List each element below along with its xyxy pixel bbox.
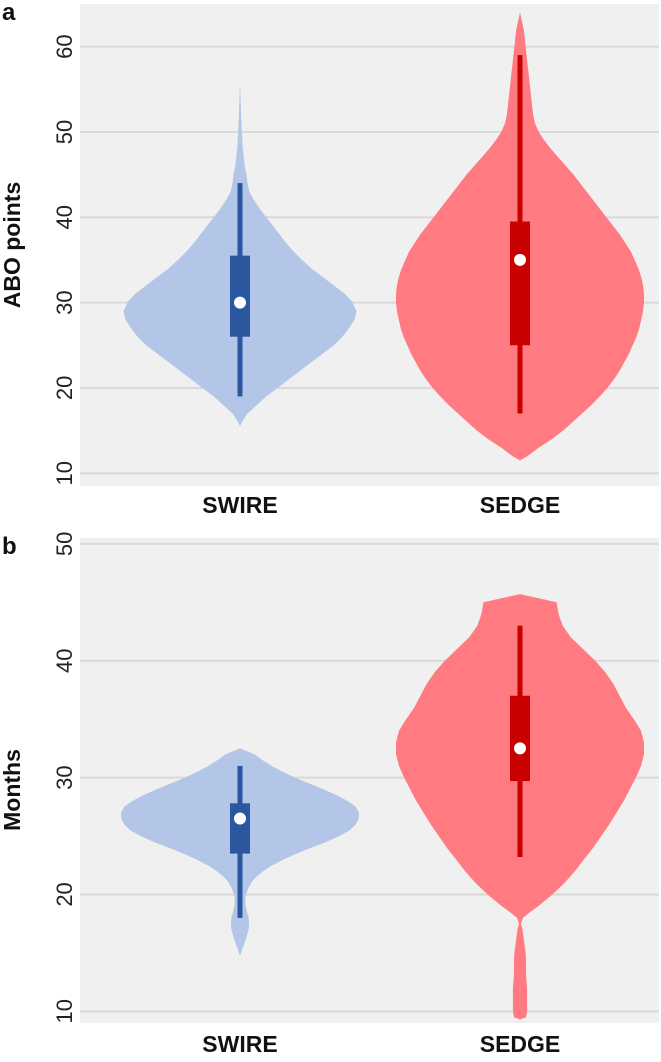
y-tick-label: 50 xyxy=(52,120,77,144)
iqr-box-swire xyxy=(230,803,250,854)
y-ticks-b: 10 20 30 40 50 xyxy=(52,532,77,1024)
y-tick-label: 60 xyxy=(52,34,77,58)
median-dot-sedge xyxy=(514,253,526,266)
x-category-label: SEDGE xyxy=(480,1031,561,1057)
median-dot-swire xyxy=(234,812,246,825)
panel-letter-a: a xyxy=(2,0,16,26)
x-categories-b: SWIRE SEDGE xyxy=(202,1031,560,1057)
y-tick-label: 10 xyxy=(52,999,77,1023)
panel-a: a 10 20 30 40 50 60 SWIRE SEDGE ABO points xyxy=(0,0,659,518)
y-tick-label: 50 xyxy=(52,532,77,556)
y-tick-label: 20 xyxy=(52,376,77,400)
iqr-box-swire xyxy=(230,255,250,337)
x-category-label: SWIRE xyxy=(202,492,277,518)
y-tick-label: 40 xyxy=(52,205,77,229)
y-axis-title-b: Months xyxy=(0,749,25,831)
iqr-box-sedge xyxy=(510,695,530,782)
panel-letter-b: b xyxy=(2,533,17,560)
violins-a xyxy=(123,12,644,461)
y-tick-label: 10 xyxy=(52,461,77,485)
violins-b xyxy=(121,594,644,1020)
x-categories-a: SWIRE SEDGE xyxy=(202,492,560,518)
x-category-label: SEDGE xyxy=(480,492,561,518)
y-axis-title-a: ABO points xyxy=(0,182,25,309)
y-tick-label: 30 xyxy=(52,290,77,314)
y-tick-label: 20 xyxy=(52,882,77,906)
x-category-label: SWIRE xyxy=(202,1031,277,1057)
y-tick-label: 40 xyxy=(52,648,77,672)
median-dot-sedge xyxy=(514,742,526,755)
y-ticks-a: 10 20 30 40 50 60 xyxy=(52,34,77,485)
panel-b: b 10 20 30 40 50 SWIRE SEDGE Months xyxy=(0,532,659,1057)
iqr-box-sedge xyxy=(510,221,530,346)
median-dot-swire xyxy=(234,296,246,309)
y-tick-label: 30 xyxy=(52,765,77,789)
